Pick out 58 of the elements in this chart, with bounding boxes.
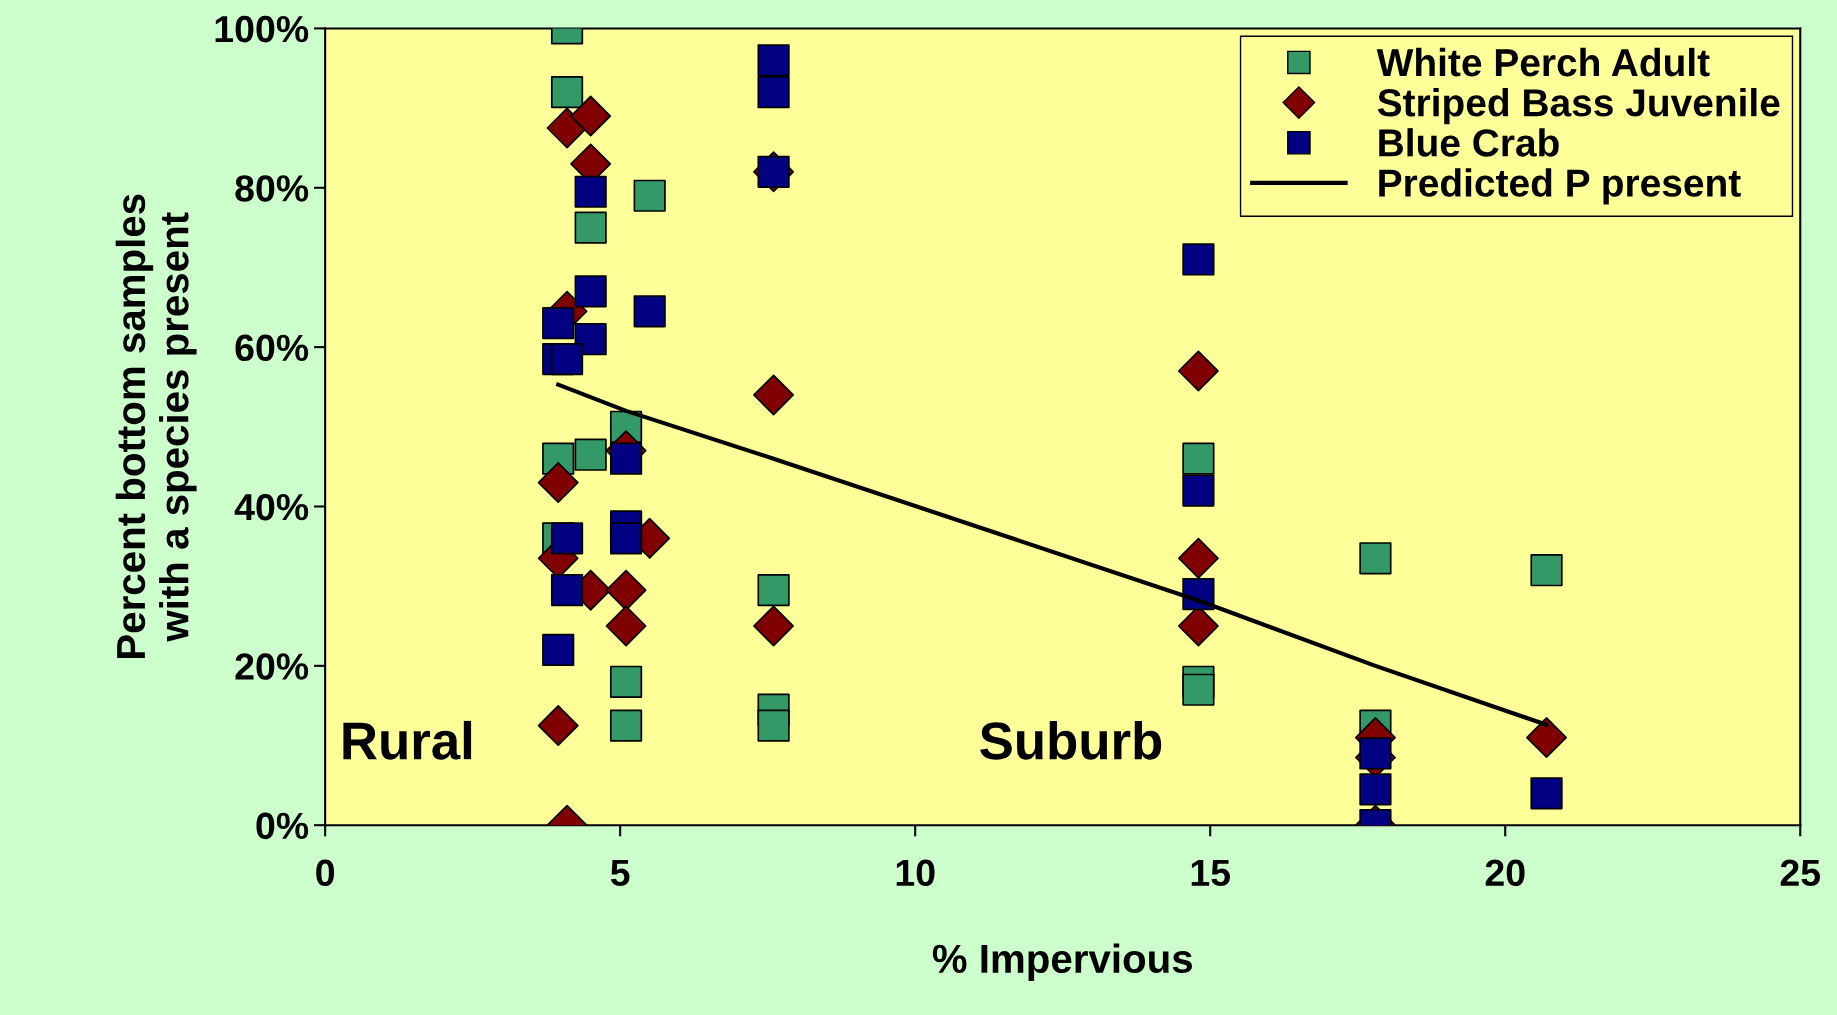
point xyxy=(609,522,643,555)
point xyxy=(574,211,607,244)
point xyxy=(1359,773,1392,806)
point xyxy=(753,374,795,416)
point xyxy=(605,569,647,611)
point xyxy=(574,323,607,356)
point xyxy=(753,605,795,647)
legend-label: White Perch Adult xyxy=(1376,47,1710,77)
y-tick-label: 40% xyxy=(234,493,309,521)
point xyxy=(633,179,666,212)
point xyxy=(609,709,643,742)
legend-label: Blue Crab xyxy=(1379,128,1559,157)
y-tick-label: 0% xyxy=(256,812,309,840)
x-axis-title: % Impervious xyxy=(932,943,1192,982)
y-axis-title: Percent bottom samples with a species present xyxy=(115,194,197,658)
y-tick-label: 80% xyxy=(235,175,309,202)
y-tick-label: 100% xyxy=(215,15,309,43)
point xyxy=(550,76,584,109)
point xyxy=(574,175,607,208)
point xyxy=(1177,537,1219,579)
legend-label: Predicted P present xyxy=(1379,168,1741,205)
point xyxy=(1182,673,1215,706)
x-tick-label: 20 xyxy=(1485,859,1525,887)
x-tick-label: 15 xyxy=(1191,859,1231,887)
point xyxy=(550,342,584,376)
point xyxy=(550,574,584,607)
point xyxy=(574,438,607,471)
point xyxy=(1182,474,1215,507)
point xyxy=(605,605,647,647)
x-tick-label: 0 xyxy=(316,859,335,887)
annotation: Rural xyxy=(343,720,472,760)
point xyxy=(537,462,579,504)
point xyxy=(757,76,790,109)
point xyxy=(757,709,790,742)
point xyxy=(574,275,607,308)
x-tick-label: 10 xyxy=(896,859,935,887)
point xyxy=(1526,717,1568,759)
point xyxy=(1530,777,1563,810)
point xyxy=(1177,350,1219,392)
x-tick-label: 5 xyxy=(610,859,630,887)
point xyxy=(550,522,584,555)
point xyxy=(537,705,579,747)
x-tick-label: 25 xyxy=(1780,859,1821,887)
y-tick-label: 20% xyxy=(235,653,309,680)
point xyxy=(757,44,790,77)
point xyxy=(1530,554,1563,587)
point xyxy=(609,665,643,698)
y-tick-label: 60% xyxy=(235,334,309,362)
point xyxy=(1182,243,1215,276)
legend-label: Striped Bass Juvenile xyxy=(1377,88,1780,125)
point xyxy=(633,295,666,328)
annotation: Suburb xyxy=(980,720,1162,760)
point xyxy=(1182,442,1215,475)
point xyxy=(570,95,612,137)
point xyxy=(542,633,575,667)
point xyxy=(757,574,790,607)
point xyxy=(1359,542,1392,575)
point xyxy=(609,442,643,475)
